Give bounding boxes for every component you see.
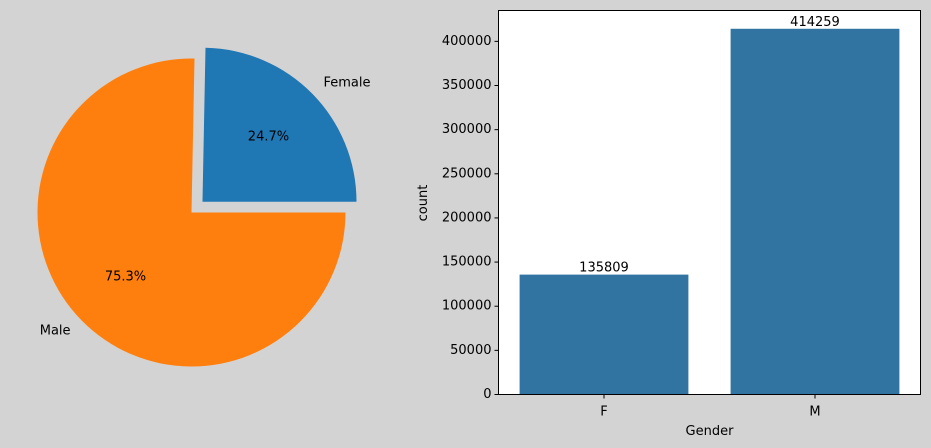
y-tick-label: 150000 [442, 255, 492, 270]
y-tick-label: 200000 [442, 210, 492, 225]
bar-m [730, 28, 900, 395]
pie-slice-male [37, 58, 346, 367]
pie-label-male: Male [40, 324, 71, 339]
bar-value-label-m: 414259 [790, 15, 840, 30]
pie-percent-label-male: 75.3% [105, 270, 146, 285]
bar-value-label-f: 135809 [579, 261, 629, 276]
bar-f [519, 274, 689, 395]
y-tick-label: 100000 [442, 299, 492, 314]
y-tick-label: 300000 [442, 122, 492, 137]
y-tick-label: 0 [483, 387, 491, 402]
y-axis-label: count [416, 185, 431, 222]
bars [519, 28, 900, 395]
x-tick-label-m: M [809, 405, 820, 420]
pie-slice-female [202, 47, 357, 202]
pie-label-female: Female [323, 76, 370, 91]
x-tick-label-f: F [600, 405, 607, 420]
bar-plot-frame [498, 10, 921, 395]
y-tick-label: 250000 [442, 166, 492, 181]
bar-value-labels: 135809 414259 [579, 15, 840, 276]
y-tick-label: 350000 [442, 78, 492, 93]
y-tick-label: 400000 [442, 34, 492, 49]
x-axis-label: Gender [686, 424, 735, 439]
y-axis-ticks: 0 50000 100000 150000 200000 250000 300000 3500… [442, 34, 499, 402]
bar-chart: 135809 414259 0 50000 100000 150000 200000 250… [416, 10, 921, 439]
y-tick-label: 50000 [450, 343, 491, 358]
pie-percent-label-female: 24.7% [248, 130, 289, 145]
pie-chart: 24.7% Female 75.3% Male [37, 47, 370, 367]
